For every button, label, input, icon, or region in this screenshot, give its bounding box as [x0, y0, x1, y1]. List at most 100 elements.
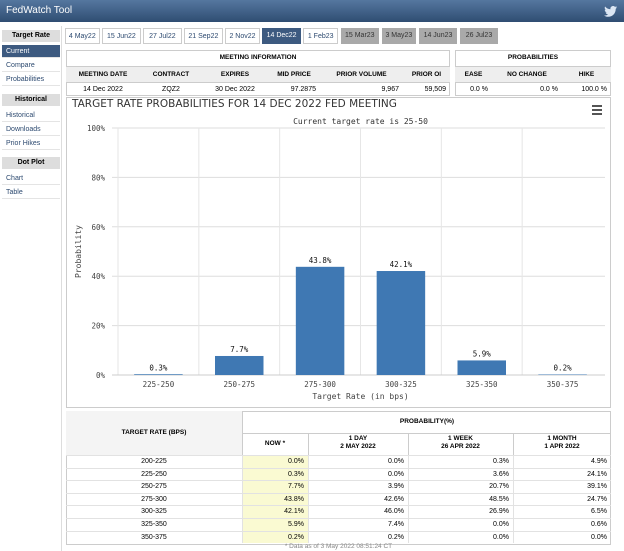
table-subheader: 1 APR 2022 — [544, 443, 580, 450]
chart-subtitle: Current target rate is 25-50 — [293, 117, 428, 126]
header-title: FedWatch Tool — [6, 5, 73, 16]
y-tick-label: 100% — [87, 124, 106, 133]
table-cell: 0.2% — [308, 530, 408, 544]
menu-icon[interactable] — [592, 109, 602, 111]
sidebar-section-title: Target Rate — [2, 30, 60, 42]
sidebar-item[interactable]: Prior Hikes — [2, 137, 60, 150]
date-tab[interactable]: 1 Feb23 — [303, 28, 338, 44]
chart-title: TARGET RATE PROBABILITIES FOR 14 DEC 202… — [71, 98, 397, 110]
sidebar-item[interactable]: Historical — [2, 109, 60, 122]
info-value: 59,509 — [403, 82, 450, 95]
x-axis-label: Target Rate (in bps) — [312, 392, 408, 401]
table-cell: 4.9% — [513, 455, 611, 468]
sidebar-item[interactable]: Compare — [2, 59, 60, 72]
table-frame — [66, 411, 611, 545]
header-bar — [0, 0, 624, 22]
menu-icon[interactable] — [592, 113, 602, 115]
table-cell: 325-350 — [66, 518, 242, 531]
y-tick-label: 80% — [91, 173, 105, 182]
sidebar-item[interactable]: Probabilities — [2, 73, 60, 86]
info-header: MID PRICE — [268, 66, 320, 82]
table-subheader: 26 APR 2022 — [441, 443, 480, 450]
table-cell: 3.9% — [308, 480, 408, 493]
table-cell: 225-250 — [66, 467, 242, 481]
y-tick-label: 0% — [96, 371, 106, 380]
date-tab[interactable]: 2 Nov22 — [225, 28, 260, 44]
date-tab[interactable]: 15 Jun22 — [102, 28, 141, 44]
table-cell: 0.0% — [408, 530, 513, 544]
sidebar-item[interactable]: Current — [2, 45, 60, 58]
info-header: MEETING DATE — [66, 66, 140, 82]
table-subheader-border — [408, 433, 513, 455]
table-cell: 7.4% — [308, 518, 408, 531]
table-subheader: NOW * — [264, 440, 286, 447]
info-header: PRIOR VOLUME — [320, 66, 403, 82]
date-tab[interactable]: 3 May23 — [381, 28, 417, 44]
date-tab[interactable]: 15 Mar23 — [340, 28, 379, 44]
data-label: 0.2% — [554, 364, 573, 373]
table-cell: 0.0% — [513, 530, 611, 544]
table-subheader: 1 MONTH — [547, 435, 577, 442]
info-value: 14 Dec 2022 — [66, 82, 140, 95]
chart: TARGET RATE PROBABILITIES FOR 14 DEC 202… — [71, 98, 605, 401]
data-label: 0.3% — [149, 363, 168, 372]
table-subheader: 2 MAY 2022 — [340, 443, 376, 450]
sidebar — [0, 26, 62, 551]
sidebar-section-title: Dot Plot — [2, 157, 60, 169]
table-cell: 0.0% — [408, 518, 513, 531]
table-subheader-border — [242, 433, 308, 455]
table-cell: 48.5% — [408, 492, 513, 506]
data-label: 7.7% — [230, 345, 249, 354]
sidebar-section-title: Historical — [2, 94, 60, 106]
table-cell: 42.6% — [308, 492, 408, 506]
sidebar-item[interactable]: Chart — [2, 172, 60, 185]
info-header: HIKE — [562, 66, 611, 82]
table-cell: 0.6% — [513, 518, 611, 531]
table-cell: 0.3% — [242, 467, 308, 481]
table-cell: 200-225 — [66, 455, 242, 468]
info-value: ZQZ2 — [140, 82, 202, 95]
data-label: 43.8% — [309, 256, 332, 265]
sidebar-item[interactable]: Table — [2, 186, 60, 199]
table-rate-header: TARGET RATE (BPS) — [66, 411, 242, 455]
x-tick-label: 325-350 — [466, 380, 498, 389]
table-cell: 39.1% — [513, 480, 611, 493]
menu-icon[interactable] — [592, 105, 602, 107]
date-tab[interactable]: 21 Sep22 — [184, 28, 223, 44]
table-cell: 42.1% — [242, 505, 308, 518]
date-tab[interactable]: 14 Jun23 — [418, 28, 458, 44]
info-header: PRIOR OI — [403, 66, 450, 82]
table-footnote: * Data as of 3 May 2022 08:51:24 CT — [284, 543, 393, 550]
table-cell: 46.0% — [308, 505, 408, 518]
table-cell: 24.7% — [513, 492, 611, 506]
table-cell: 5.9% — [242, 518, 308, 531]
date-tab[interactable]: 26 Jul23 — [459, 28, 499, 44]
info-header: EASE — [455, 66, 492, 82]
y-tick-label: 40% — [91, 272, 105, 281]
table-cell: 6.5% — [513, 505, 611, 518]
table-cell: 350-375 — [66, 530, 242, 544]
twitter-icon[interactable] — [604, 6, 617, 17]
info-header: EXPIRES — [202, 66, 268, 82]
x-tick-label: 300-325 — [385, 380, 417, 389]
info-value: 0.0 % — [492, 82, 562, 95]
table-subheader-border — [513, 433, 611, 455]
date-tab[interactable]: 14 Dec22 — [262, 28, 301, 44]
table-cell: 20.7% — [408, 480, 513, 493]
chart-panel — [66, 97, 611, 408]
sidebar-item[interactable]: Downloads — [2, 123, 60, 136]
y-tick-label: 60% — [91, 223, 105, 232]
table-subheader: 1 DAY — [348, 435, 368, 442]
info-value: 30 Dec 2022 — [202, 82, 268, 95]
info-header: NO CHANGE — [492, 66, 562, 82]
date-tab[interactable]: 4 May22 — [65, 28, 100, 44]
info-value: 0.0 % — [455, 82, 492, 95]
date-tab[interactable]: 27 Jul22 — [143, 28, 182, 44]
info-title: PROBABILITIES — [507, 54, 559, 61]
x-tick-label: 350-375 — [547, 380, 579, 389]
info-value: 9,967 — [320, 82, 403, 95]
table-subheader-border — [308, 433, 408, 455]
data-label: 42.1% — [390, 260, 413, 269]
y-tick-label: 20% — [91, 322, 105, 331]
info-value: 100.0 % — [562, 82, 611, 95]
